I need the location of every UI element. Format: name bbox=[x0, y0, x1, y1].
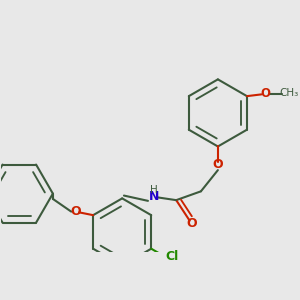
Text: O: O bbox=[71, 205, 82, 218]
Text: CH₃: CH₃ bbox=[279, 88, 298, 98]
Text: H: H bbox=[150, 184, 158, 195]
Text: N: N bbox=[148, 190, 159, 203]
Text: O: O bbox=[187, 217, 197, 230]
Text: O: O bbox=[260, 87, 270, 100]
Text: Cl: Cl bbox=[165, 250, 178, 263]
Text: O: O bbox=[213, 158, 223, 171]
